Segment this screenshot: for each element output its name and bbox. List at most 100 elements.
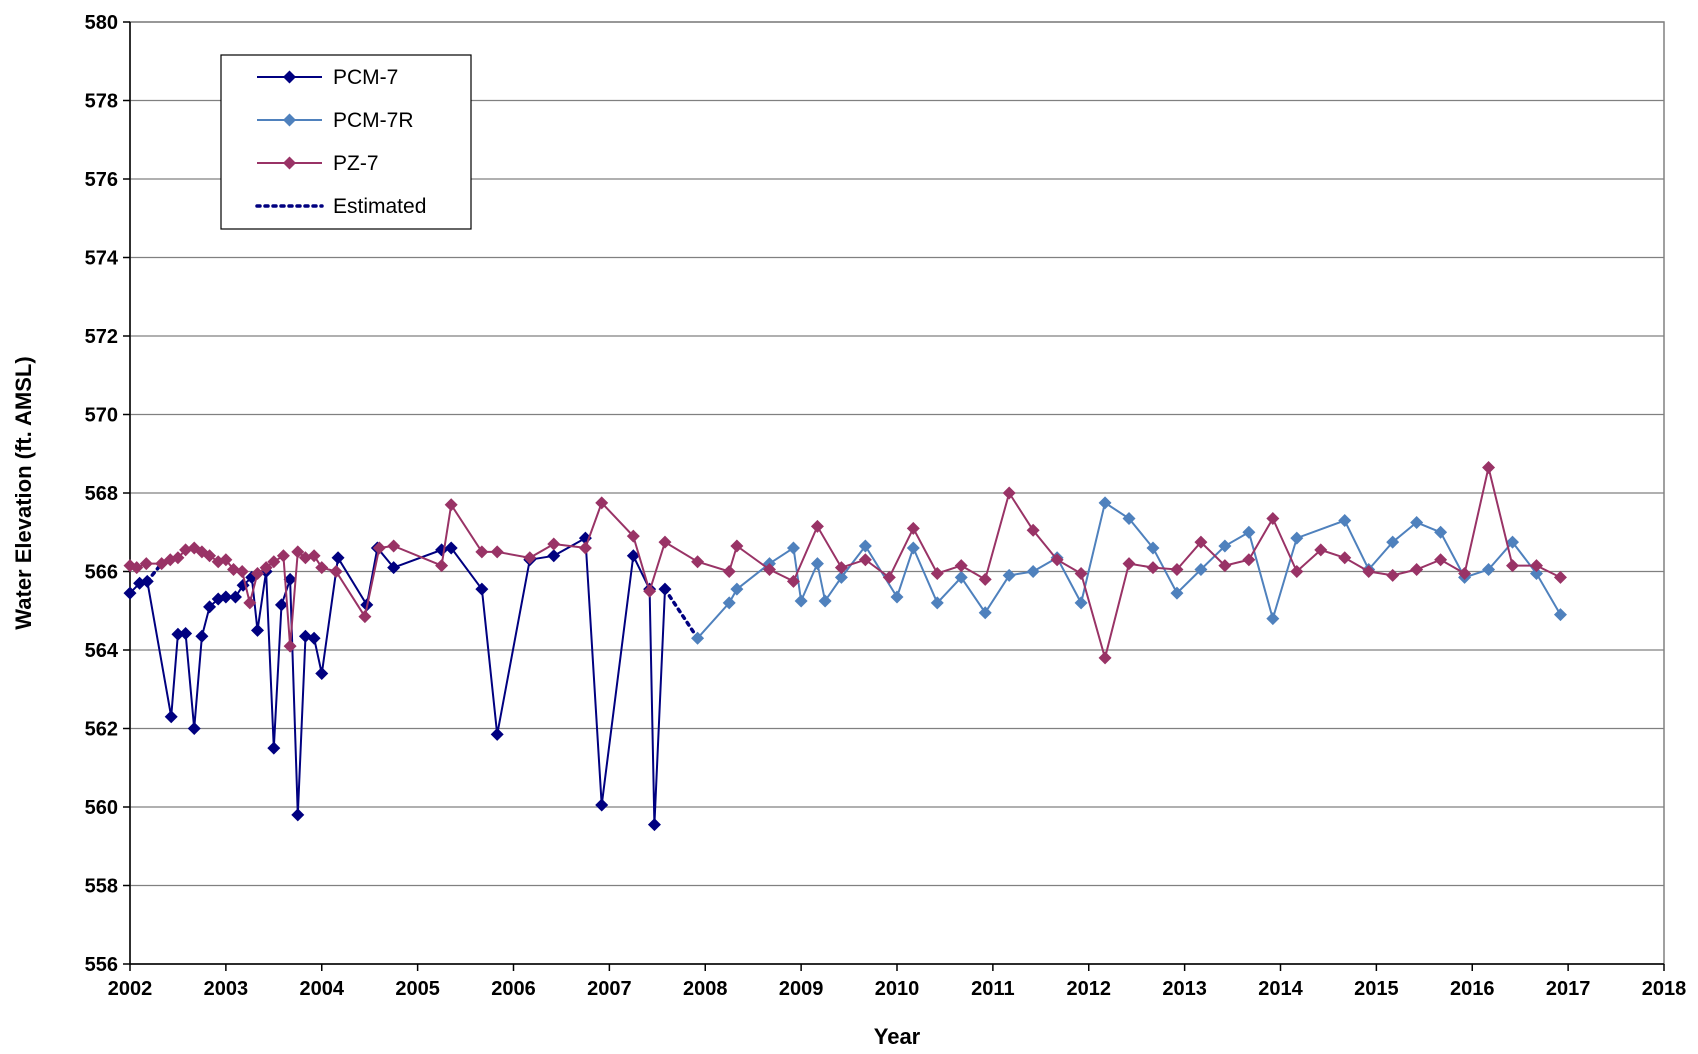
data-point-pz-7 (1266, 512, 1280, 526)
data-point-pz-7 (547, 537, 561, 551)
data-point-pcm-7r (1290, 531, 1304, 545)
data-point-pcm-7 (195, 629, 209, 643)
data-point-pcm-7r (691, 631, 705, 645)
data-point-pcm-7r (1218, 539, 1232, 553)
data-point-pz-7 (1098, 651, 1112, 665)
data-point-pcm-7 (490, 727, 504, 741)
data-point-pz-7 (243, 596, 257, 610)
data-point-pz-7 (578, 541, 592, 555)
data-point-pcm-7 (595, 798, 609, 812)
data-point-pz-7 (1074, 566, 1088, 580)
x-tick-label: 2007 (587, 978, 632, 1000)
data-point-pcm-7 (658, 582, 672, 596)
data-point-pcm-7r (1434, 525, 1448, 539)
data-point-pcm-7r (1338, 513, 1352, 527)
series-line-estimated (663, 587, 700, 640)
data-point-pz-7 (954, 559, 968, 573)
data-point-pcm-7r (1266, 612, 1280, 626)
data-point-pz-7 (906, 521, 920, 535)
data-point-pz-7 (276, 549, 290, 563)
data-point-pcm-7r (1386, 535, 1400, 549)
axes: 556 558 560 562 564 566 568 570 572 574 576 578 580 2… (85, 12, 1687, 1000)
data-point-pcm-7r (954, 570, 968, 584)
data-point-pz-7 (1386, 568, 1400, 582)
data-point-pcm-7r (1146, 541, 1160, 555)
data-point-pz-7 (722, 565, 736, 578)
data-point-pz-7 (435, 559, 449, 573)
data-point-pz-7 (387, 539, 401, 553)
data-point-pz-7 (1362, 565, 1376, 578)
data-point-pcm-7r (1098, 496, 1112, 510)
data-point-pz-7 (139, 557, 153, 571)
series-pz-7 (123, 460, 1567, 665)
data-point-pz-7 (1529, 559, 1543, 573)
x-tick-label: 2005 (395, 978, 440, 1000)
x-tick-label: 2017 (1546, 978, 1591, 1000)
data-point-pcm-7 (123, 586, 137, 600)
data-point-pcm-7 (331, 551, 345, 565)
data-point-pcm-7r (930, 596, 944, 610)
data-point-pz-7 (259, 561, 273, 575)
data-point-pcm-7 (475, 582, 489, 596)
data-point-pcm-7r (1026, 565, 1040, 578)
data-point-pz-7 (858, 553, 872, 567)
y-tick-label: 570 (85, 405, 118, 427)
data-point-pz-7 (283, 639, 297, 653)
data-point-pcm-7r (858, 539, 872, 553)
data-point-pcm-7r (786, 541, 800, 555)
data-point-pcm-7r (794, 594, 808, 608)
data-point-pcm-7 (251, 623, 265, 637)
data-point-pcm-7 (307, 631, 321, 645)
data-point-pz-7 (1506, 559, 1520, 573)
x-tick-label: 2002 (108, 978, 153, 1000)
data-point-pz-7 (1290, 565, 1304, 578)
data-point-pcm-7 (164, 710, 178, 724)
data-point-pcm-7 (647, 818, 661, 832)
x-tick-label: 2008 (683, 978, 728, 1000)
data-point-pcm-7 (283, 572, 297, 586)
data-point-pcm-7r (722, 596, 736, 610)
legend-marker (283, 156, 296, 170)
y-tick-label: 560 (85, 797, 118, 819)
data-point-pz-7 (1242, 553, 1256, 567)
data-point-pcm-7 (171, 627, 185, 641)
data-point-pz-7 (1002, 486, 1016, 500)
x-tick-label: 2010 (875, 978, 920, 1000)
data-point-pz-7 (203, 549, 217, 563)
data-point-pcm-7r (1074, 596, 1088, 610)
data-point-pcm-7r (1506, 535, 1520, 549)
data-point-pz-7 (227, 563, 241, 577)
data-point-pcm-7 (187, 722, 201, 735)
data-point-pz-7 (267, 555, 281, 569)
data-point-pz-7 (251, 566, 265, 580)
y-tick-label: 562 (85, 719, 118, 741)
data-point-pcm-7 (298, 629, 312, 643)
data-point-pcm-7r (834, 570, 848, 584)
legend-label: Estimated (333, 195, 426, 218)
data-point-pcm-7r (810, 557, 824, 571)
legend-item-pcm-7: PCM-7 (257, 66, 398, 89)
x-tick-label: 2012 (1067, 978, 1112, 1000)
data-point-pcm-7r (906, 541, 920, 555)
data-point-pz-7 (307, 549, 321, 563)
data-point-pcm-7r (1170, 586, 1184, 600)
series-pcm-7r (691, 496, 1567, 645)
data-point-pcm-7 (547, 549, 561, 563)
data-point-pz-7 (882, 570, 896, 584)
data-point-pz-7 (978, 572, 992, 586)
data-point-pcm-7 (444, 541, 458, 555)
data-point-pcm-7 (267, 741, 281, 755)
data-point-pcm-7r (978, 606, 992, 620)
data-point-pcm-7r (1002, 568, 1016, 582)
data-point-pz-7 (786, 574, 800, 588)
data-point-pcm-7r (1553, 608, 1567, 622)
legend-marker (283, 113, 296, 127)
data-point-pz-7 (626, 529, 640, 543)
data-point-pcm-7 (203, 600, 217, 614)
y-tick-label: 572 (85, 326, 118, 348)
legend-box (220, 54, 472, 230)
data-point-pz-7 (130, 561, 144, 575)
data-point-pz-7 (291, 545, 305, 559)
legend-item-pz-7: PZ-7 (257, 152, 379, 175)
